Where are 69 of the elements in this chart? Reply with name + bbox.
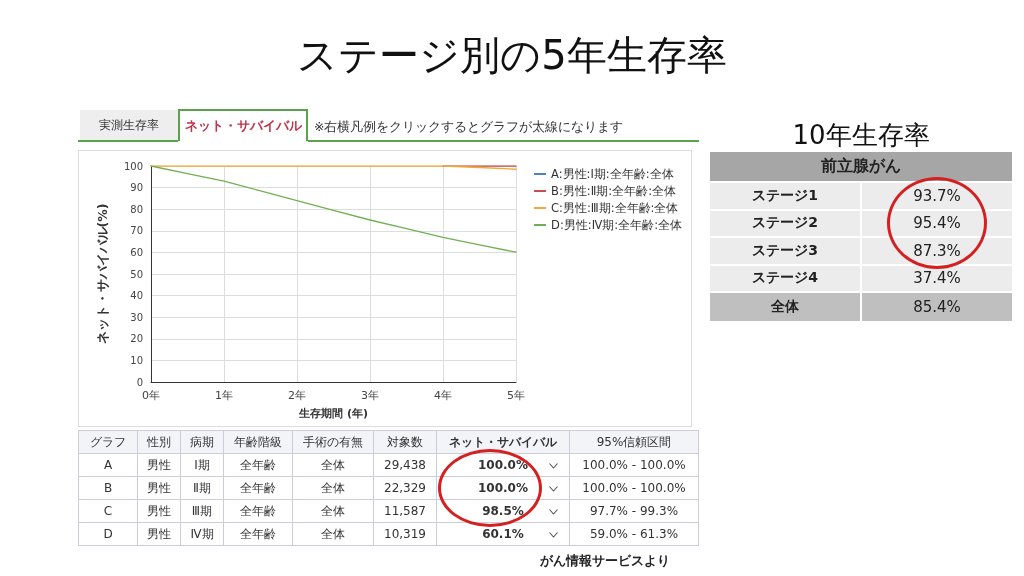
text: 100.0% - 100.0%	[582, 481, 686, 495]
text: 性別	[147, 434, 171, 449]
chart-title: ステージ別の5年生存率	[296, 31, 728, 80]
text: Ⅳ期	[190, 526, 214, 541]
text: 男性	[147, 526, 171, 541]
text: ネット・サバイバル	[178, 109, 308, 141]
y-tick-label: 50	[130, 268, 143, 280]
text: 10,319	[384, 527, 426, 541]
x-tick-label: 4年	[434, 389, 452, 402]
text: Ⅲ期	[191, 503, 213, 518]
text: ※右横凡例をクリックするとグラフが太線になります	[314, 119, 624, 136]
y-tick-label: 100	[123, 160, 143, 172]
y-tick-label: 40	[130, 290, 143, 302]
x-tick-label: 0年	[142, 389, 160, 402]
text: C	[103, 504, 113, 518]
text: 病期	[190, 434, 214, 449]
text: D	[103, 527, 113, 541]
text: 29,438	[384, 458, 426, 472]
x-tick-label: 1年	[215, 389, 233, 402]
text: グラフ	[90, 434, 126, 449]
text: 手術の有無	[303, 434, 363, 449]
legend-label: B:男性:Ⅱ期:全年齢:全体	[551, 184, 677, 198]
text: 全年齢	[240, 457, 276, 472]
y-tick-label: 80	[130, 203, 143, 215]
text: 全年齢	[240, 480, 276, 495]
text: 全体	[321, 526, 345, 541]
text: 対象数	[387, 434, 423, 449]
text: 60.1%	[482, 527, 524, 541]
x-tick-label: 5年	[507, 389, 525, 402]
legend-label: D:男性:Ⅳ期:全年齢:全体	[551, 218, 682, 232]
text: 22,329	[384, 481, 426, 495]
text: 全年齢	[240, 503, 276, 518]
text: 100.0%	[478, 481, 528, 495]
text: 59.0% - 61.3%	[589, 527, 679, 541]
text: 全体	[321, 457, 345, 472]
text: Ⅰ期	[194, 457, 210, 472]
text: 年齢階級	[234, 434, 282, 449]
text: 100.0% - 100.0%	[582, 458, 686, 472]
text: B	[103, 481, 113, 495]
legend-label: C:男性:Ⅲ期:全年齢:全体	[551, 201, 679, 215]
x-tick-label: 2年	[288, 389, 306, 402]
text: 97.7% - 99.3%	[589, 504, 679, 518]
x-tick-label: 3年	[361, 389, 379, 402]
y-tick-label: 70	[130, 225, 143, 237]
text: Ⅱ期	[193, 480, 211, 495]
y-tick-label: 0	[136, 376, 143, 388]
text: 男性	[147, 503, 171, 518]
y-axis-title: ネット・サバイバル(%)	[95, 203, 110, 345]
text: ネット・サバイバル	[449, 434, 557, 449]
legend-label: A:男性:Ⅰ期:全年齢:全体	[551, 167, 674, 181]
text: がん情報サービスより	[540, 553, 670, 570]
text: 98.5%	[482, 504, 524, 518]
y-tick-label: 20	[130, 333, 143, 345]
text: 全年齢	[240, 526, 276, 541]
text: 95%信頼区間	[596, 434, 672, 449]
y-tick-label: 30	[130, 311, 143, 323]
y-tick-label: 60	[130, 246, 143, 258]
y-tick-label: 90	[130, 182, 143, 194]
text: 100.0%	[478, 458, 528, 472]
text: 男性	[147, 457, 171, 472]
text: A	[103, 458, 113, 472]
text: 全体	[321, 503, 345, 518]
text: 実測生存率	[80, 110, 178, 140]
y-tick-label: 10	[130, 354, 143, 366]
text: 全体	[321, 480, 345, 495]
text: 男性	[147, 480, 171, 495]
text: 10年生存率	[791, 119, 931, 152]
x-axis-title: 生存期間 (年)	[298, 407, 368, 420]
text: 11,587	[384, 504, 426, 518]
